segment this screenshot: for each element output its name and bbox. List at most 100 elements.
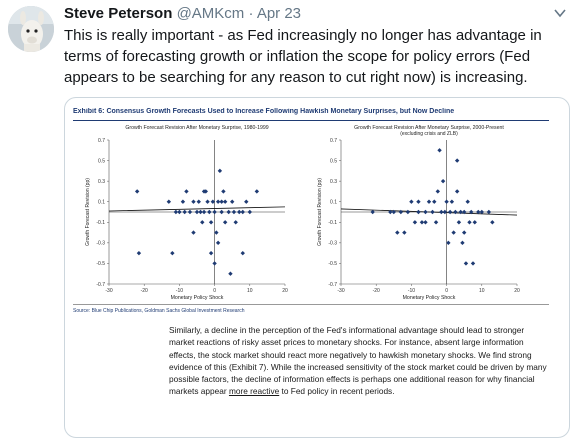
chart-1-point [463,261,469,266]
chart-1-ylabel: Growth Forecast Revision (pp) [317,178,323,246]
avatar[interactable] [8,6,54,52]
chart-1-point [423,220,428,225]
chart-0-point [226,209,231,215]
exhibit-source: Source: Blue Chip Publications, Goldman … [73,308,245,314]
chart-0-ylabel: Growth Forecast Revision (pp) [85,178,91,246]
chart-1-point [370,209,375,215]
chart-1-point [460,240,465,246]
tweet-media[interactable]: Exhibit 6: Consensus Growth Forecasts Us… [64,97,570,438]
chart-1-xtick-label: 20 [514,288,520,294]
chart-0-ytick-label: -0.5 [96,261,105,267]
chart-0-point [221,189,226,194]
chart-0-xtick-label: 20 [282,288,288,294]
chart-0-point [230,199,235,204]
chart-0-point [219,209,224,215]
chart-1-ytick-label: 0.5 [330,158,337,164]
chart-0-point [180,199,186,204]
tweet-text: This is really important - as Fed increa… [64,27,542,86]
chart-1-point [419,220,425,225]
chart-1-point [449,199,455,204]
chart-1-subtitle: (excluding crisis and ZLB) [400,131,458,137]
chart-1-point [426,199,432,204]
chart-0-point [191,199,196,204]
chart-1-point [454,158,460,163]
chart-0-trendline [108,206,286,212]
chart-1-point [423,209,428,215]
chart-0-xtick-label: -20 [141,288,148,294]
chart-left-svg: Growth Forecast Revision After Monetary … [85,125,288,301]
chart-1-point [465,199,470,204]
chart-0-ytick-label: 0.3 [98,179,105,185]
exhibit-title: Exhibit 6: Consensus Growth Forecasts Us… [73,108,455,115]
chart-1-point [416,199,421,204]
chart-1-point [395,230,400,235]
chart-0-point [228,271,233,276]
chart-0-point [177,209,182,215]
chart-1-ytick-label: 0.7 [330,138,337,144]
chart-0-point [166,199,172,204]
chart-0-point [198,209,203,215]
chart-0-point [240,209,245,215]
chart-1-point [433,220,439,225]
chart-right-svg: Growth Forecast Revision After Monetary … [317,125,520,301]
chart-1-ytick-label: -0.7 [328,282,337,288]
chart-1-point [486,209,492,215]
chart-1-point [454,189,460,194]
chart-1-point [469,209,474,215]
chart-1-xtick-label: 0 [445,288,448,294]
tweet-date[interactable]: Apr 23 [256,5,302,22]
chart-0-point [219,199,224,204]
chart-0-point [170,250,175,256]
chart-0-point [222,199,228,204]
chart-1-xtick-label: -30 [337,288,344,294]
chart-0-point [247,209,252,215]
chart-1-point [402,230,407,235]
author-handle[interactable]: @AMKcm [176,5,245,22]
chart-1-point [447,209,453,215]
author-name[interactable]: Steve Peterson [64,5,173,22]
chart-1-point [409,199,414,204]
chart-1-point [405,209,411,215]
chart-0-point [231,209,237,215]
chart-1-xlabel: Monetary Policy Shock [403,295,456,301]
exhibit-divider-top [73,120,549,121]
chart-0-point [244,199,249,204]
chart-0-point [240,250,245,256]
chart-1-point [430,209,435,215]
chart-0-point [222,220,228,225]
chart-1-point [470,261,476,266]
chart-0-point [134,189,140,194]
chart-1-point [462,230,467,235]
chart-1-point [444,199,449,204]
chart-0-point [254,189,260,194]
paragraph-link: more reactive [228,386,280,397]
llama-avatar-icon [8,6,54,52]
chart-0-point [200,220,205,225]
chart-1-point [472,220,477,225]
chevron-down-icon[interactable] [553,6,567,20]
chart-1-trendline [340,208,518,216]
chart-0-point [207,209,212,215]
chart-0-point [187,209,193,215]
chart-0-point [184,189,189,194]
chart-1-ytick-label: -0.1 [328,220,337,226]
chart-0-point [217,168,223,174]
chart-0-ytick-label: -0.3 [96,241,105,247]
chart-1-point [391,209,396,215]
chart-left: Growth Forecast Revision After Monetary … [75,120,295,304]
chart-1-point [437,148,442,153]
chart-0-ytick-label: 0.1 [98,200,105,206]
chart-0-point [201,189,207,194]
chart-0-xlabel: Monetary Policy Shock [171,295,224,301]
chart-0-ytick-label: 0.7 [98,138,105,144]
chart-0-ytick-label: -0.1 [96,220,105,226]
chart-1-point [490,220,495,225]
paragraph-text-after: to Fed policy in recent periods. [279,386,395,397]
chart-0-point [196,199,201,204]
chart-1-point [398,209,404,215]
chart-1-point [456,220,462,225]
chart-right: Growth Forecast Revision After Monetary … [307,120,527,304]
chart-0-point [201,209,207,215]
chart-0-point [214,230,219,235]
chart-0-point [136,250,142,256]
